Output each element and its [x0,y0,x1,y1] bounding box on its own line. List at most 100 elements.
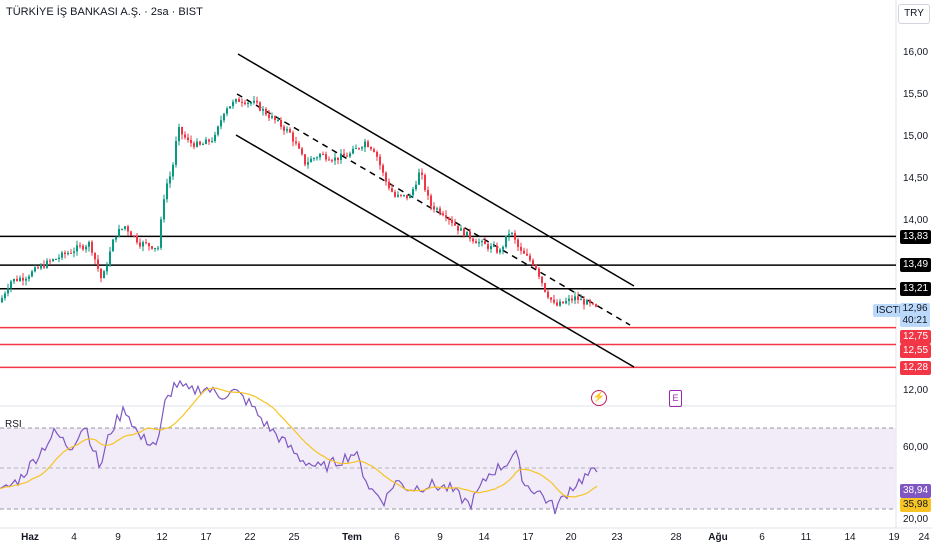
candle-body [457,225,459,231]
currency-button[interactable]: TRY [898,4,930,24]
candle-body [409,195,411,199]
candle-body [307,162,309,165]
candle-body [340,153,342,161]
candle-body [376,151,378,157]
candle-body [40,264,42,269]
time-axis-label: 17 [200,532,212,543]
time-axis-label: 4 [71,532,77,543]
candle-body [16,278,18,281]
candle-body [502,246,504,250]
candle-body [565,300,567,304]
candle-body [187,137,189,141]
rsi-ma-line [0,387,598,498]
candle-body [64,252,66,255]
candle-body [166,183,168,200]
candle-body [415,184,417,190]
candle-body [304,154,306,165]
candle-body [427,190,429,196]
candle-body [406,194,408,199]
time-axis-label: 28 [670,532,682,543]
candle-body [193,143,195,147]
time-axis-label: 23 [611,532,623,543]
candle-body [13,278,15,282]
rsi-value-tag: 38,94 [900,484,932,498]
time-axis-label: 14 [844,532,856,543]
candle-body [481,240,483,243]
candle-body [442,213,444,216]
candle-body [580,299,582,301]
time-axis-label: 17 [522,532,534,543]
candle-body [22,277,24,281]
candle-body [514,232,516,240]
candle-body [448,218,450,220]
candle-body [130,231,132,236]
candle-body [265,108,267,115]
candle-body [262,108,264,111]
candle-body [499,249,501,253]
candle-body [175,141,177,165]
candle-body [55,259,57,261]
candle-body [454,223,456,226]
candles [1,95,597,310]
candle-body [181,127,183,135]
candle-body [82,245,84,250]
candle-body [466,231,468,237]
candle-body [217,126,219,135]
candle-body [106,265,108,272]
candle-body [343,153,345,156]
flash-event-icon[interactable]: ⚡ [591,390,607,406]
candle-body [334,157,336,161]
candle-body [241,101,243,103]
candle-body [322,153,324,155]
candle-body [511,232,513,234]
candle-body [556,302,558,306]
candle-body [346,155,348,157]
level-tag: 13,83 [900,230,932,244]
candle-body [445,215,447,219]
rsi-tick: 20,00 [903,514,929,525]
candle-body [133,235,135,237]
earnings-event-icon[interactable]: E [669,390,682,407]
candle-body [571,298,573,301]
candle-body [244,102,246,105]
candle-body [439,208,441,214]
candle-body [142,242,144,247]
candle-body [529,255,531,261]
candle-body [310,158,312,163]
candle-body [178,127,180,142]
candle-body [85,246,87,250]
candle-body [37,267,39,269]
candle-body [139,242,141,247]
candle-body [232,101,234,107]
candle-body [532,260,534,265]
candle-body [28,276,30,279]
candle-body [25,278,27,281]
candle-body [493,245,495,247]
candle-body [508,233,510,236]
candle-body [469,231,471,239]
candle-body [157,247,159,249]
candle-body [97,259,99,269]
candle-body [424,174,426,191]
candle-body [589,300,591,304]
candle-body [400,194,402,196]
candle-body [337,157,339,161]
candle-body [349,153,351,157]
candle-body [358,148,360,150]
candle-body [208,139,210,142]
candle-body [436,208,438,210]
candle-body [1,298,3,303]
time-axis-label: 9 [115,532,121,543]
time-axis-label: 9 [437,532,443,543]
price-tick: 16,00 [903,47,929,58]
candle-body [472,238,474,242]
candle-body [373,149,375,152]
current-price-tag: 12,96 40:21 [900,303,930,327]
chart-title: TÜRKİYE İŞ BANKASI A.Ş. · 2sa · BIST [6,6,203,18]
candle-body [214,134,216,141]
candle-body [292,132,294,142]
candle-body [484,240,486,245]
rsi-line [0,379,598,515]
candle-body [61,252,63,258]
